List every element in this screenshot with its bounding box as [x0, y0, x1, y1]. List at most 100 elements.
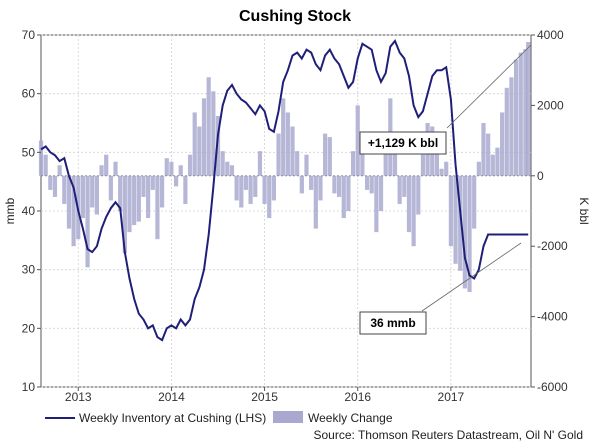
y-right-tick-label: 2000 [537, 98, 564, 112]
weekly-change-bar [225, 161, 230, 176]
weekly-change-bar [378, 175, 384, 211]
weekly-change-bar [243, 175, 249, 190]
weekly-change-bar [290, 126, 295, 176]
weekly-change-bar [327, 137, 332, 176]
callout-stock-leader [421, 242, 522, 312]
weekly-change-bar [164, 158, 169, 176]
y-right-tick-label: -6000 [537, 380, 568, 394]
weekly-change-bar [337, 175, 342, 197]
weekly-change-bar [472, 175, 477, 229]
weekly-change-bar [369, 175, 374, 194]
weekly-change-bar [57, 165, 62, 176]
weekly-change-bar [169, 161, 174, 176]
weekly-change-bar [458, 175, 463, 271]
weekly-change-bar [127, 175, 132, 233]
legend-change-swatch [273, 411, 303, 423]
weekly-change-bar [150, 175, 155, 190]
weekly-change-bar [402, 175, 407, 197]
x-tick-label: 2013 [65, 390, 92, 404]
weekly-change-bar [518, 52, 523, 176]
weekly-change-bar [43, 154, 48, 176]
y-right-tick-label: -2000 [537, 239, 568, 253]
weekly-change-bar [439, 168, 444, 176]
weekly-change-bar [360, 133, 365, 176]
weekly-change-bar [276, 133, 281, 176]
weekly-change-bar [486, 133, 491, 176]
weekly-change-bar [155, 175, 160, 240]
weekly-change-bar [346, 175, 351, 211]
weekly-change-bar [136, 175, 141, 222]
weekly-change-bar [90, 175, 95, 208]
x-tick-label: 2014 [158, 390, 185, 404]
weekly-change-bar [192, 112, 197, 176]
weekly-change-bar [178, 165, 183, 176]
weekly-change-bar [262, 175, 267, 204]
weekly-change-bar [323, 133, 328, 176]
weekly-change-bar [206, 77, 211, 176]
y-left-tick-label: 60 [22, 87, 36, 101]
weekly-change-bar [94, 175, 99, 215]
weekly-change-bar [453, 175, 458, 264]
y-axis-left-label: mmb [3, 197, 17, 224]
weekly-change-bar [281, 98, 286, 176]
y-left-tick-label: 50 [22, 145, 36, 159]
weekly-change-bar [364, 175, 370, 190]
y-left-tick-label: 10 [22, 380, 36, 394]
weekly-change-bar [374, 175, 379, 233]
weekly-change-bar [350, 151, 356, 176]
weekly-change-bar [118, 175, 123, 211]
weekly-change-bar [416, 175, 421, 215]
weekly-change-bar [71, 175, 76, 247]
weekly-change-bar [462, 175, 467, 289]
weekly-change-bar [141, 175, 146, 197]
weekly-change-bar [62, 175, 67, 204]
weekly-change-bar [257, 151, 263, 176]
y-left-tick-label: 70 [22, 28, 36, 42]
weekly-change-bar [304, 154, 309, 176]
weekly-change-bar [211, 91, 216, 176]
legend-change-label: Weekly Change [308, 411, 393, 425]
weekly-change-bar [444, 161, 449, 176]
weekly-change-bar [332, 175, 337, 194]
weekly-change-bar [80, 175, 86, 219]
y-axis-right-ticks: -6000 -4000 -2000 0 2000 4000 [531, 28, 568, 394]
legend-inventory-label: Weekly Inventory at Cushing (LHS) [79, 411, 266, 425]
y-axis-right-label: K bbl [577, 197, 591, 224]
weekly-change-bar [500, 112, 505, 176]
weekly-change-bar [504, 87, 509, 176]
weekly-change-bar [99, 165, 104, 176]
weekly-change-bar [392, 144, 398, 176]
weekly-change-bar [239, 175, 244, 208]
weekly-change-bar [187, 154, 193, 176]
weekly-change-bar [509, 77, 514, 176]
weekly-change-bar [448, 175, 453, 247]
y-right-tick-label: -4000 [537, 310, 568, 324]
callout-change-leader [446, 44, 532, 129]
weekly-change-bar [108, 175, 113, 201]
weekly-change-bar [197, 126, 202, 176]
weekly-change-bar [173, 175, 179, 187]
weekly-change-bar [285, 112, 290, 176]
y-axis-left-ticks: 10 20 30 40 50 60 70 [22, 28, 41, 394]
weekly-change-bar [318, 175, 323, 201]
x-tick-label: 2016 [344, 390, 371, 404]
x-tick-label: 2015 [251, 390, 278, 404]
weekly-change-bar [271, 175, 276, 201]
weekly-change-bar [341, 175, 346, 219]
weekly-change-bar [411, 175, 416, 247]
weekly-change-bar [355, 105, 360, 176]
weekly-change-bar [513, 59, 519, 176]
y-left-tick-label: 30 [22, 263, 36, 277]
weekly-change-bar [160, 175, 165, 208]
weekly-change-bar [248, 175, 253, 204]
x-axis-ticks: 2013 2014 2015 2016 2017 [65, 387, 465, 404]
weekly-change-bar [406, 175, 412, 233]
weekly-change-bar [313, 175, 318, 229]
weekly-change-bar [309, 175, 314, 190]
weekly-change-bar [253, 175, 258, 197]
weekly-change-bar [183, 175, 188, 204]
weekly-change-bar [476, 161, 481, 176]
weekly-change-bar [85, 175, 90, 268]
weekly-change-bar [113, 161, 118, 176]
